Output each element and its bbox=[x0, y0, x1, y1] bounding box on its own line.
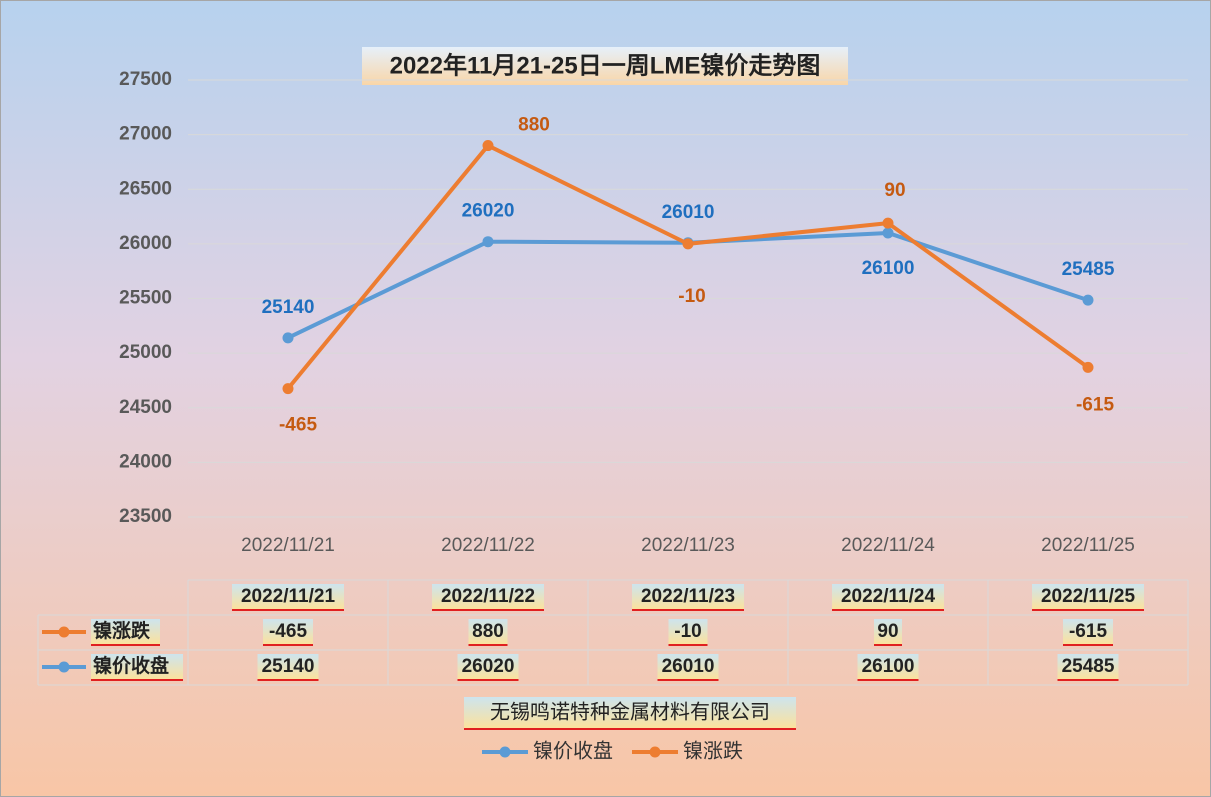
cell-highlight bbox=[857, 654, 919, 680]
cell-highlight bbox=[668, 619, 708, 645]
data-label: 90 bbox=[884, 180, 905, 201]
x-tick-label: 2022/11/21 bbox=[241, 535, 335, 556]
table-cell: -615 bbox=[1069, 621, 1107, 642]
y-tick-label: 26500 bbox=[119, 178, 172, 199]
y-tick-label: 26000 bbox=[119, 233, 172, 254]
cell-highlight bbox=[468, 619, 508, 645]
data-label: 25140 bbox=[262, 297, 315, 318]
cell-highlight bbox=[1032, 584, 1144, 610]
table-cell: 2022/11/25 bbox=[1041, 586, 1135, 607]
table-cell: 26010 bbox=[662, 656, 715, 677]
source-box bbox=[464, 697, 796, 729]
data-label: 26010 bbox=[662, 202, 715, 223]
table-legend-marker bbox=[58, 626, 70, 638]
data-label: -465 bbox=[279, 415, 317, 436]
x-tick-label: 2022/11/25 bbox=[1041, 535, 1135, 556]
cell-highlight bbox=[232, 584, 344, 610]
series-point bbox=[1082, 294, 1094, 306]
table-legend-marker bbox=[58, 661, 70, 673]
y-tick-label: 25000 bbox=[119, 342, 172, 363]
series-point bbox=[882, 217, 894, 229]
data-label: 25485 bbox=[1062, 259, 1115, 280]
y-tick-label: 24500 bbox=[119, 397, 172, 418]
source: 无锡鸣诺特种金属材料有限公司 bbox=[490, 700, 770, 723]
series-point bbox=[882, 227, 894, 239]
cell-highlight bbox=[263, 619, 313, 645]
legend-marker bbox=[649, 746, 661, 758]
y-tick-label: 24000 bbox=[119, 451, 172, 472]
cell-highlight bbox=[632, 584, 744, 610]
cell-highlight bbox=[457, 654, 519, 680]
cell-highlight bbox=[832, 584, 944, 610]
table-cell: 2022/11/21 bbox=[241, 586, 335, 607]
table-cell: 2022/11/22 bbox=[441, 586, 535, 607]
chart-title: 2022年11月21-25日一周LME镍价走势图 bbox=[390, 51, 821, 79]
series-point bbox=[482, 140, 494, 152]
series-point bbox=[1082, 361, 1094, 373]
table-cell: 26100 bbox=[862, 656, 915, 677]
table-cell: 2022/11/23 bbox=[641, 586, 735, 607]
table-cell: 26020 bbox=[462, 656, 515, 677]
table-cell: 25485 bbox=[1062, 656, 1115, 677]
row-header: 镍价收盘 bbox=[93, 654, 169, 677]
table-cell: 25140 bbox=[262, 656, 315, 677]
cell-highlight bbox=[657, 654, 719, 680]
cell-highlight bbox=[432, 584, 544, 610]
legend-label: 镍价收盘 bbox=[533, 739, 613, 762]
series-point bbox=[482, 236, 494, 248]
series-point bbox=[282, 332, 294, 344]
table-cell: 90 bbox=[877, 621, 898, 642]
y-tick-label: 25500 bbox=[119, 288, 172, 309]
series-point bbox=[282, 383, 294, 395]
data-label: -615 bbox=[1076, 394, 1114, 415]
x-tick-label: 2022/11/22 bbox=[441, 535, 535, 556]
series-point bbox=[682, 238, 694, 250]
data-label: 26020 bbox=[462, 201, 515, 222]
data-label: -10 bbox=[678, 286, 705, 307]
legend-label: 镍涨跌 bbox=[683, 739, 743, 762]
data-label: 26100 bbox=[862, 258, 915, 279]
cell-highlight bbox=[1057, 654, 1119, 680]
cell-highlight bbox=[257, 654, 319, 680]
y-tick-label: 23500 bbox=[119, 506, 172, 527]
y-tick-label: 27500 bbox=[119, 69, 172, 90]
table-cell: 880 bbox=[472, 621, 504, 642]
table-cell: -10 bbox=[674, 621, 701, 642]
table-cell: 2022/11/24 bbox=[841, 586, 935, 607]
cell-highlight bbox=[874, 619, 902, 645]
x-tick-label: 2022/11/23 bbox=[641, 535, 735, 556]
table-cell: -465 bbox=[269, 621, 307, 642]
row-header: 镍涨跌 bbox=[93, 619, 151, 642]
title-box bbox=[362, 47, 848, 85]
cell-highlight bbox=[91, 654, 183, 680]
data-label: 880 bbox=[518, 115, 550, 136]
cell-highlight bbox=[91, 619, 160, 645]
legend-marker bbox=[499, 746, 511, 758]
x-tick-label: 2022/11/24 bbox=[841, 535, 935, 556]
cell-highlight bbox=[1063, 619, 1113, 645]
y-tick-label: 27000 bbox=[119, 124, 172, 145]
